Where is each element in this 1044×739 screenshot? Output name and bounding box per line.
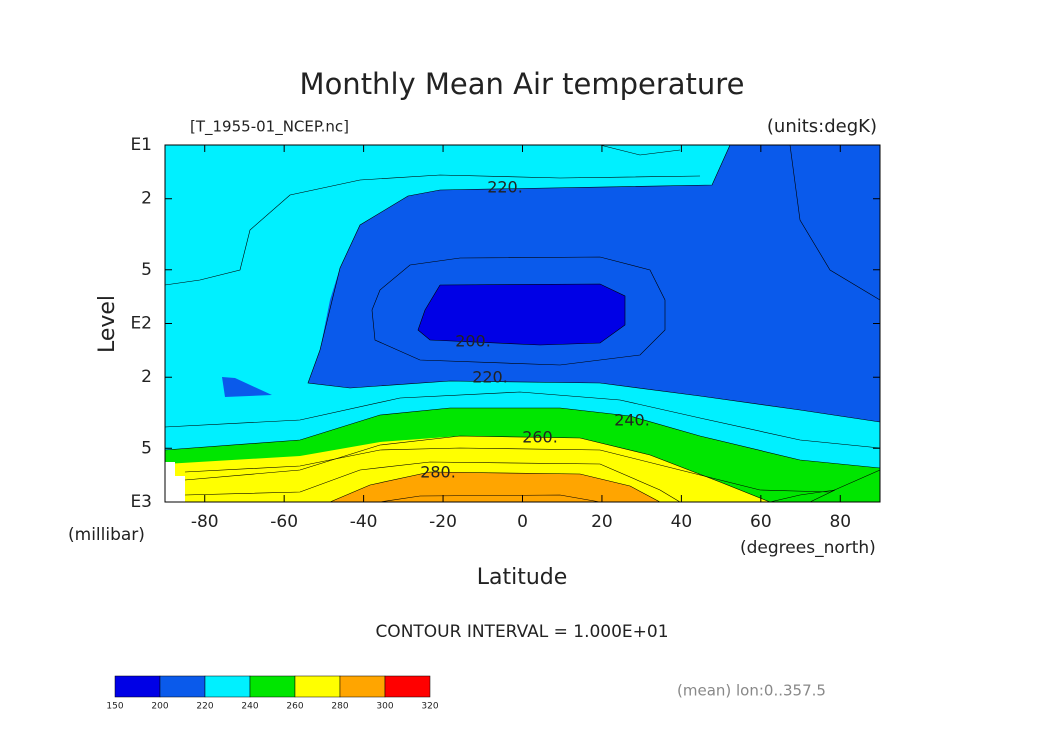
contour-line	[164, 391, 881, 449]
colorbar-box	[159, 675, 206, 698]
y-axis-label: Level	[95, 295, 120, 353]
colorbar-box	[384, 675, 431, 698]
contour-line	[329, 471, 661, 503]
contour-label: 280.	[420, 463, 456, 482]
contour-label: 240.	[614, 411, 650, 430]
contour-fill	[222, 377, 272, 397]
colorbar-label: 240	[241, 702, 258, 712]
x-tick-label: 80	[829, 512, 851, 532]
contour-line	[371, 256, 666, 366]
contour-line	[164, 407, 881, 469]
contour-fill	[418, 284, 625, 345]
contour-line	[769, 489, 836, 503]
contour-line	[379, 494, 601, 503]
contour-line	[599, 144, 681, 156]
contour-line	[184, 447, 881, 493]
colorbar-box	[249, 675, 296, 698]
x-tick-label: 40	[671, 512, 693, 532]
contour-line	[307, 144, 881, 423]
colorbar-label: 300	[376, 702, 393, 712]
contour-label: 220.	[487, 178, 523, 197]
y-tick-label: E1	[130, 135, 152, 155]
colorbar-label: 260	[286, 702, 303, 712]
contour-line	[164, 174, 701, 286]
colorbar-label: 280	[331, 702, 348, 712]
colorbar-label: 200	[151, 702, 168, 712]
footer: (mean) lon:0..357.5	[677, 682, 826, 700]
colorbar-box	[294, 675, 341, 698]
x-tick-label: -80	[191, 512, 219, 532]
x-tick-label: 0	[517, 512, 528, 532]
y-tick-label: 5	[141, 260, 152, 280]
missing-data	[165, 462, 185, 502]
contour-fill	[330, 472, 660, 502]
colorbar-label: 220	[196, 702, 213, 712]
y-tick-label: E3	[130, 492, 152, 512]
contour-line	[417, 283, 626, 346]
colorbar-label: 150	[106, 702, 123, 712]
contour-label: 200.	[455, 332, 491, 351]
contour-fill	[308, 145, 880, 422]
contour-line	[184, 435, 771, 503]
contour-line	[184, 461, 681, 503]
units: (units:degK)	[767, 116, 877, 137]
y-tick-label: E2	[130, 314, 152, 334]
y-units: (millibar)	[68, 525, 145, 545]
contour-label: 260.	[522, 428, 558, 447]
x-axis-label: Latitude	[477, 565, 568, 590]
chart-title: Monthly Mean Air temperature	[300, 67, 745, 101]
x-tick-label: -60	[270, 512, 298, 532]
subtitle: [T_1955-01_NCEP.nc]	[190, 118, 349, 137]
x-tick-label: 60	[750, 512, 772, 532]
contour-label: 220.	[472, 368, 508, 387]
y-tick-label: 2	[141, 189, 152, 209]
contour-line	[789, 144, 881, 301]
colorbar-box	[339, 675, 386, 698]
colorbar-box	[114, 675, 161, 698]
colorbar-box	[204, 675, 251, 698]
x-units: (degrees_north)	[740, 538, 876, 558]
x-tick-label: -40	[350, 512, 378, 532]
colorbar-label: 320	[421, 702, 438, 712]
x-tick-label: 20	[591, 512, 613, 532]
x-tick-label: -20	[429, 512, 457, 532]
y-tick-label: 2	[141, 367, 152, 387]
y-tick-label: 5	[141, 438, 152, 458]
contour-interval: CONTOUR INTERVAL = 1.000E+01	[375, 622, 668, 642]
